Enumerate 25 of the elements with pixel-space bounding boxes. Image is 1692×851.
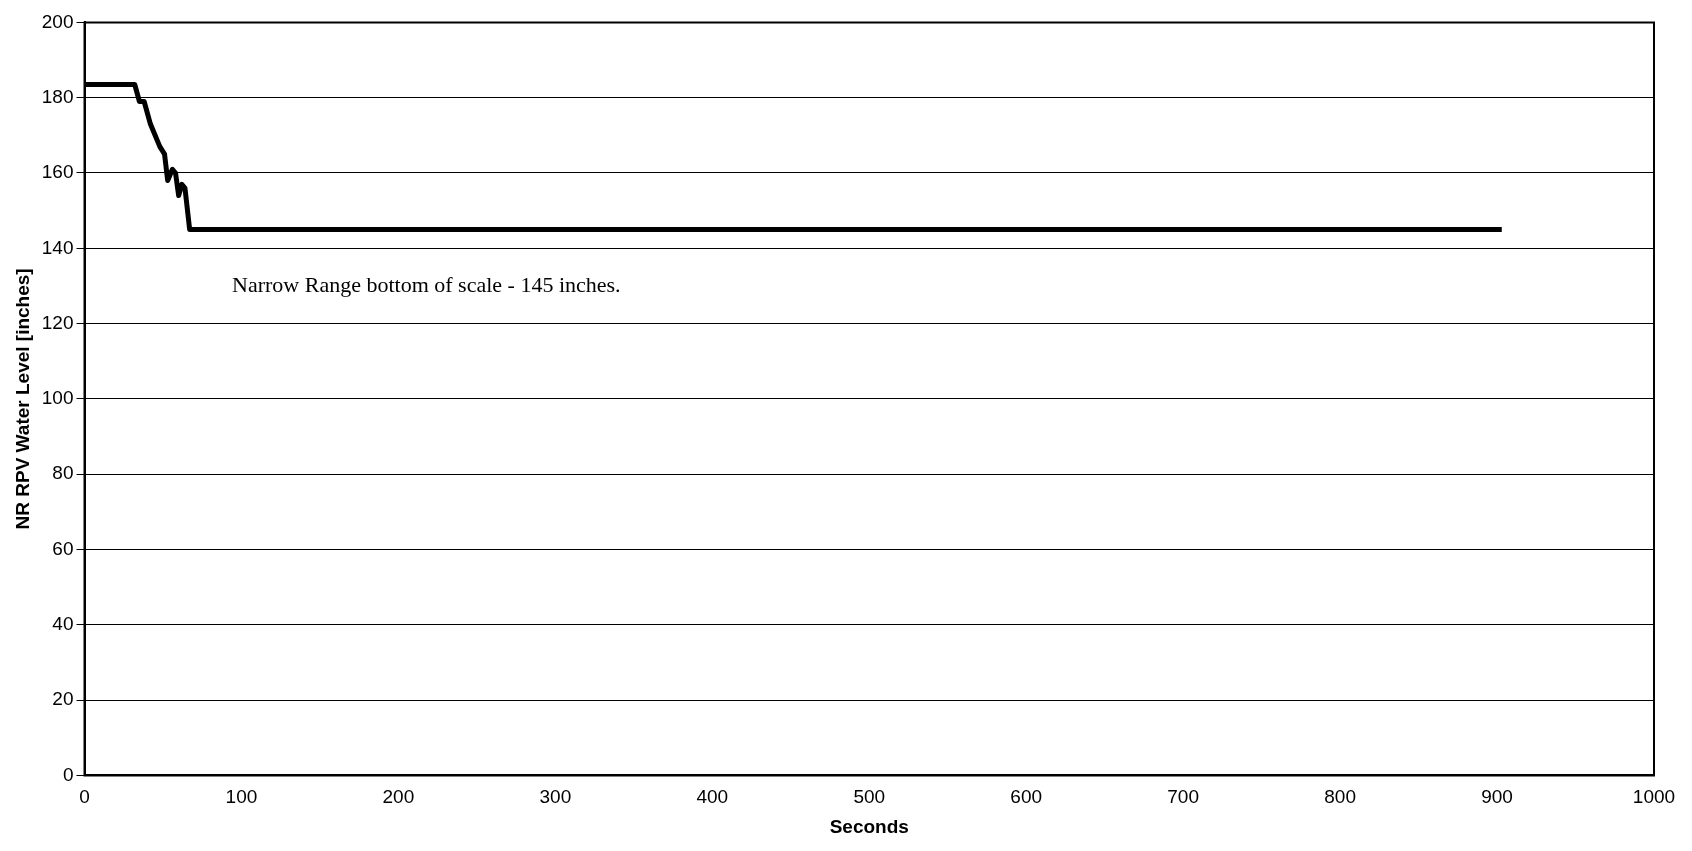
y-tick-label: 160 — [41, 161, 74, 183]
y-tick-label: 140 — [41, 236, 74, 258]
y-tick-label: 60 — [52, 537, 74, 559]
y-axis-title: NR RPV Water Level [inches] — [11, 268, 33, 530]
y-tick-label: 80 — [52, 462, 74, 484]
x-tick-label: 400 — [696, 786, 729, 808]
y-tick-label: 180 — [41, 85, 74, 107]
y-tick-label: 100 — [41, 387, 74, 409]
x-tick-label: 900 — [1481, 786, 1513, 808]
y-tick-label: 40 — [52, 613, 74, 635]
x-tick-label: 300 — [539, 786, 572, 808]
x-axis-title: Seconds — [829, 815, 909, 837]
y-tick-label: 120 — [41, 311, 74, 333]
x-tick-label: 500 — [853, 786, 886, 808]
y-tick-label: 20 — [52, 688, 74, 710]
x-tick-label: 100 — [225, 786, 258, 808]
x-tick-label: 700 — [1167, 786, 1199, 808]
x-tick-label: 600 — [1010, 786, 1043, 808]
annotation: Narrow Range bottom of scale - 145 inches. — [232, 271, 621, 297]
x-tick-label: 800 — [1324, 786, 1356, 808]
x-tick-label: 200 — [382, 786, 415, 808]
y-tick-label: 200 — [41, 10, 74, 32]
y-tick-label: 0 — [62, 763, 74, 785]
x-tick-label: 0 — [79, 786, 90, 808]
x-tick-label: 1000 — [1632, 786, 1676, 808]
